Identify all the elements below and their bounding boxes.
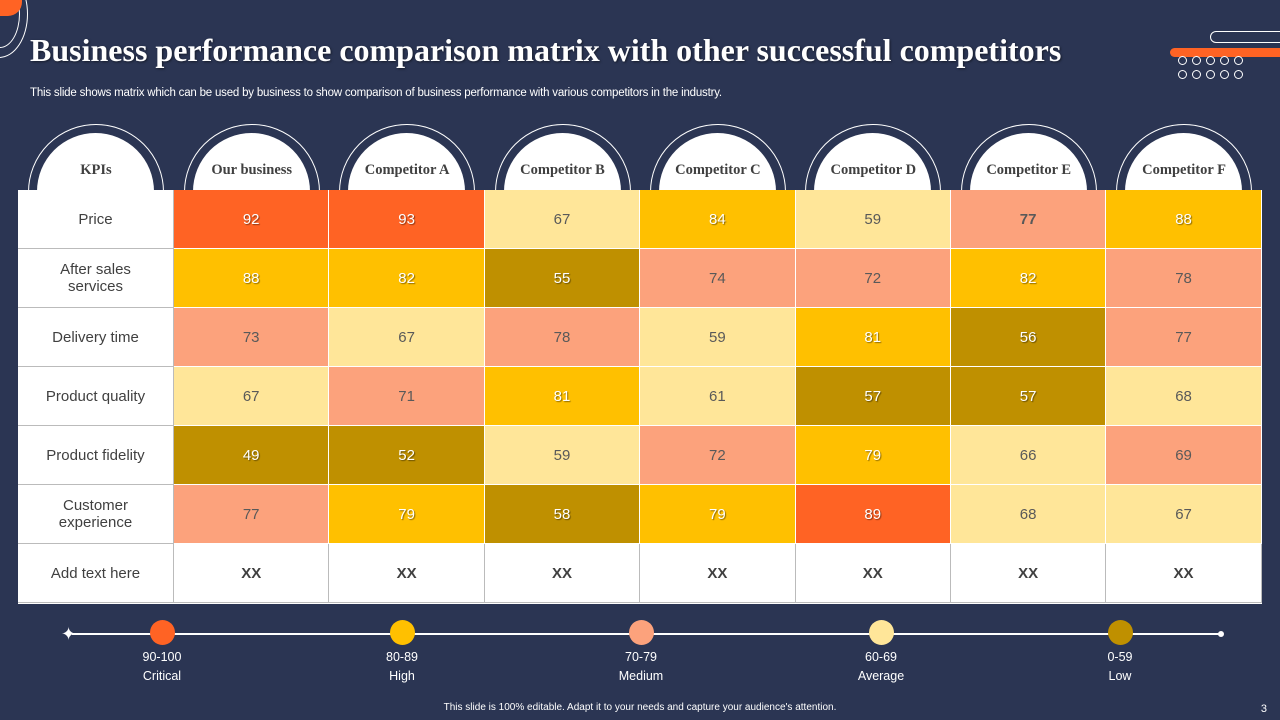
matrix-cell: 92	[174, 190, 330, 249]
matrix-cell: XX	[640, 544, 796, 603]
matrix-cell: 71	[329, 367, 485, 426]
matrix-cell: 79	[640, 485, 796, 544]
kpi-label: Product quality	[18, 367, 174, 426]
matrix-cell: 78	[1106, 249, 1262, 308]
legend-item: 70-79 Medium	[591, 620, 691, 686]
legend-label: Medium	[618, 669, 664, 683]
kpi-label: Customer experience	[18, 485, 174, 544]
legend-range: 90-100	[142, 650, 182, 664]
matrix-cell: 67	[174, 367, 330, 426]
matrix-cell: 84	[640, 190, 796, 249]
matrix-cell: 93	[329, 190, 485, 249]
page-number: 3	[1260, 703, 1267, 715]
matrix-cell: 79	[795, 426, 951, 485]
legend-item: 90-100 Critical	[112, 620, 212, 686]
column-header: Competitor D	[830, 161, 917, 178]
legend-label: High	[389, 669, 415, 683]
legend-end-dot	[1218, 631, 1224, 637]
matrix-cell: 67	[1106, 485, 1262, 544]
matrix-cell: 74	[640, 249, 796, 308]
matrix-cell: 56	[950, 308, 1107, 367]
matrix-cell: 55	[484, 249, 641, 308]
matrix-cell: 89	[795, 485, 951, 544]
matrix-cell: XX	[174, 544, 330, 603]
matrix-cell: XX	[484, 544, 641, 603]
column-header: Competitor A	[364, 161, 450, 178]
matrix-cell: 72	[640, 426, 796, 485]
matrix-cell: 57	[950, 367, 1107, 426]
matrix-cell: 59	[640, 308, 796, 367]
matrix-cell: XX	[329, 544, 485, 603]
matrix-cell: 67	[484, 190, 641, 249]
matrix-cell: 77	[1106, 308, 1262, 367]
legend-dot	[149, 620, 175, 645]
column-header: Competitor F	[1142, 161, 1227, 178]
matrix-cell: 82	[329, 249, 485, 308]
legend-dot	[1107, 620, 1133, 645]
page-title: Business performance comparison matrix w…	[30, 32, 1062, 68]
column-header: Competitor E	[986, 161, 1072, 178]
column-header: KPIs	[80, 161, 112, 178]
matrix-cell: 59	[484, 426, 641, 485]
matrix-cell: XX	[795, 544, 951, 603]
matrix-cell: 72	[795, 249, 951, 308]
legend-label: Average	[857, 669, 905, 683]
column-header: Our business	[211, 161, 293, 178]
legend-item: 80-89 High	[352, 620, 452, 686]
decorative-bar	[1170, 48, 1280, 57]
matrix-cell: 67	[329, 308, 485, 367]
column-header: Competitor C	[675, 161, 761, 178]
legend-range: 60-69	[865, 650, 897, 664]
legend-range: 80-89	[386, 650, 418, 664]
matrix-cell: 81	[484, 367, 641, 426]
legend-dot	[389, 620, 415, 645]
matrix-cell: 77	[950, 190, 1107, 249]
matrix-cell: 68	[1106, 367, 1262, 426]
sparkle-icon: ✦	[61, 624, 77, 644]
matrix-cell: 52	[329, 426, 485, 485]
matrix-cell: 73	[174, 308, 330, 367]
matrix-cell: 81	[795, 308, 951, 367]
matrix-cell: 58	[484, 485, 641, 544]
matrix-cell: 77	[174, 485, 330, 544]
column-header: Competitor B	[520, 161, 605, 178]
decorative-pill	[1210, 31, 1280, 43]
matrix-cell: 66	[950, 426, 1107, 485]
matrix-cell: 82	[950, 249, 1107, 308]
legend-item: 0-59 Low	[1070, 620, 1170, 686]
decorative-dots	[1178, 56, 1248, 79]
matrix-cell: XX	[1106, 544, 1262, 603]
performance-matrix: Price 92 93 67 84 59 77 88 After sales services 8…	[18, 190, 1262, 604]
legend-item: 60-69 Average	[831, 620, 931, 686]
kpi-label: Price	[18, 190, 174, 249]
decorative-shape	[0, 0, 22, 16]
matrix-cell: 57	[795, 367, 951, 426]
matrix-cell: 69	[1106, 426, 1262, 485]
kpi-label: Delivery time	[18, 308, 174, 367]
legend-range: 70-79	[625, 650, 657, 664]
page-subtitle: This slide shows matrix which can be use…	[30, 87, 722, 99]
matrix-cell: 68	[950, 485, 1107, 544]
matrix-cell: 88	[174, 249, 330, 308]
matrix-cell: 78	[484, 308, 641, 367]
legend-label: Low	[1108, 669, 1132, 683]
legend-range: 0-59	[1107, 650, 1133, 664]
footer-note: This slide is 100% editable. Adapt it to…	[443, 702, 837, 713]
matrix-cell: 79	[329, 485, 485, 544]
matrix-cell: 49	[174, 426, 330, 485]
legend-label: Critical	[142, 669, 182, 683]
matrix-cell: XX	[950, 544, 1107, 603]
matrix-cell: 61	[640, 367, 796, 426]
legend-dot	[628, 620, 654, 645]
kpi-label: Add text here	[18, 544, 174, 603]
legend-dot	[868, 620, 894, 645]
kpi-label: Product fidelity	[18, 426, 174, 485]
matrix-cell: 59	[795, 190, 951, 249]
matrix-cell: 88	[1106, 190, 1262, 249]
kpi-label: After sales services	[18, 249, 174, 308]
